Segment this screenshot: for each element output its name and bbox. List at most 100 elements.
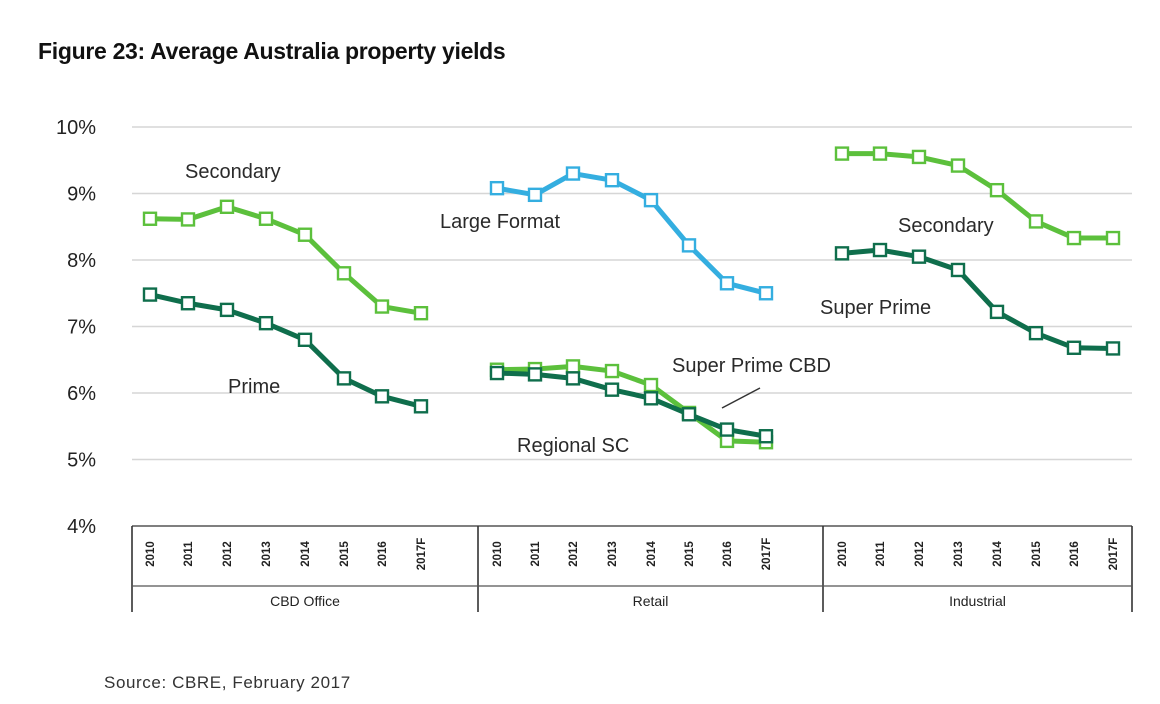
- data-point: [911, 249, 927, 264]
- category-label: Retail: [633, 593, 669, 609]
- series-label: Large Format: [440, 211, 560, 233]
- data-point: [297, 332, 313, 347]
- series-label: Prime: [228, 376, 280, 398]
- x-tick-label: 2016: [722, 541, 734, 567]
- x-tick-label: 2013: [607, 541, 619, 567]
- data-point: [413, 399, 429, 414]
- data-point: [989, 182, 1005, 198]
- data-point: [1066, 230, 1082, 246]
- y-tick-label: 6%: [67, 383, 96, 405]
- data-point: [1028, 325, 1044, 341]
- x-tick-label: 2010: [145, 541, 157, 567]
- data-point: [374, 299, 390, 314]
- data-point: [604, 363, 620, 379]
- data-point: [643, 192, 659, 208]
- x-tick-label: 2014: [300, 541, 312, 567]
- data-point: [681, 238, 697, 253]
- data-point: [489, 180, 505, 196]
- data-point: [643, 377, 659, 393]
- series-label: Regional SC: [517, 435, 629, 457]
- data-point: [911, 149, 927, 165]
- y-tick-label: 4%: [67, 516, 96, 538]
- data-point: [142, 211, 158, 226]
- x-tick-label: 2012: [568, 541, 580, 567]
- data-point: [180, 212, 196, 227]
- data-point: [1066, 340, 1082, 355]
- label-leader-line: [721, 387, 761, 409]
- x-tick-label: 2013: [261, 541, 273, 567]
- x-tick-label: 2012: [914, 541, 926, 567]
- data-point: [834, 146, 850, 161]
- x-tick-label: 2015: [339, 541, 351, 567]
- series-label: Super Prime CBD: [672, 355, 831, 377]
- data-point: [1105, 230, 1121, 246]
- data-point: [258, 315, 274, 331]
- data-point: [527, 187, 543, 203]
- y-axis: 4% 5% 6% 7% 8% 9% 10%: [56, 117, 96, 538]
- x-tick-label: 2015: [1031, 541, 1043, 567]
- data-point: [297, 227, 313, 242]
- y-tick-label: 9%: [67, 184, 96, 206]
- data-point: [719, 276, 735, 291]
- data-point: [219, 199, 235, 215]
- x-tick-label: 2011: [530, 541, 542, 567]
- x-tick-label: 2014: [646, 541, 658, 567]
- data-point: [950, 262, 966, 278]
- y-tick-label: 5%: [67, 450, 96, 472]
- data-point: [758, 429, 774, 444]
- series-label: Super Prime: [820, 297, 931, 319]
- data-point: [565, 166, 581, 181]
- data-point: [719, 422, 735, 437]
- data-point: [950, 158, 966, 173]
- data-point: [989, 304, 1005, 320]
- data-point: [527, 367, 543, 382]
- y-tick-label: 7%: [67, 317, 96, 339]
- x-tick-label: 2017F: [416, 538, 428, 571]
- data-point: [336, 266, 352, 281]
- series-lines: [142, 146, 1121, 450]
- data-point: [374, 389, 390, 404]
- x-axis-categories: 2010 2011 2012 2013 2014 2015 2016 2017F CBD Off…: [131, 525, 1133, 612]
- chart-title: Figure 23: Average Australia property yi…: [38, 38, 506, 64]
- data-point: [336, 371, 352, 386]
- x-tick-label: 2011: [875, 541, 887, 567]
- data-point: [1028, 214, 1044, 229]
- y-tick-label: 10%: [56, 117, 96, 139]
- data-point: [258, 211, 274, 226]
- data-point: [643, 391, 659, 406]
- x-tick-label: 2011: [183, 541, 195, 567]
- data-point: [872, 242, 888, 258]
- data-point: [604, 382, 620, 397]
- x-tick-label: 2014: [992, 541, 1004, 567]
- data-point: [565, 359, 581, 374]
- data-point: [565, 371, 581, 386]
- x-tick-label: 2016: [377, 541, 389, 567]
- category-label: Industrial: [949, 593, 1006, 609]
- data-point: [604, 172, 620, 188]
- data-point: [872, 146, 888, 161]
- data-point: [219, 302, 235, 318]
- data-point: [142, 287, 158, 302]
- x-tick-label: 2013: [953, 541, 965, 567]
- data-point: [1105, 341, 1121, 356]
- data-point: [413, 306, 429, 321]
- chart-source: Source: CBRE, February 2017: [104, 673, 351, 692]
- series-label: Secondary: [185, 161, 281, 183]
- data-point: [834, 246, 850, 261]
- x-tick-label: 2012: [222, 541, 234, 567]
- x-tick-label: 2015: [684, 541, 696, 567]
- y-tick-label: 8%: [67, 250, 96, 272]
- x-tick-label: 2016: [1069, 541, 1081, 567]
- data-point: [758, 286, 774, 301]
- x-tick-label: 2017F: [1108, 538, 1120, 571]
- x-tick-label: 2017F: [761, 538, 773, 571]
- series-labels: Secondary Prime Large Format Super Prime CB…: [185, 161, 994, 457]
- series-label: Secondary: [898, 215, 994, 237]
- x-tick-label: 2010: [492, 541, 504, 567]
- data-point: [489, 365, 505, 381]
- data-point: [681, 407, 697, 422]
- x-tick-label: 2010: [837, 541, 849, 567]
- category-label: CBD Office: [270, 593, 340, 609]
- data-point: [180, 296, 196, 311]
